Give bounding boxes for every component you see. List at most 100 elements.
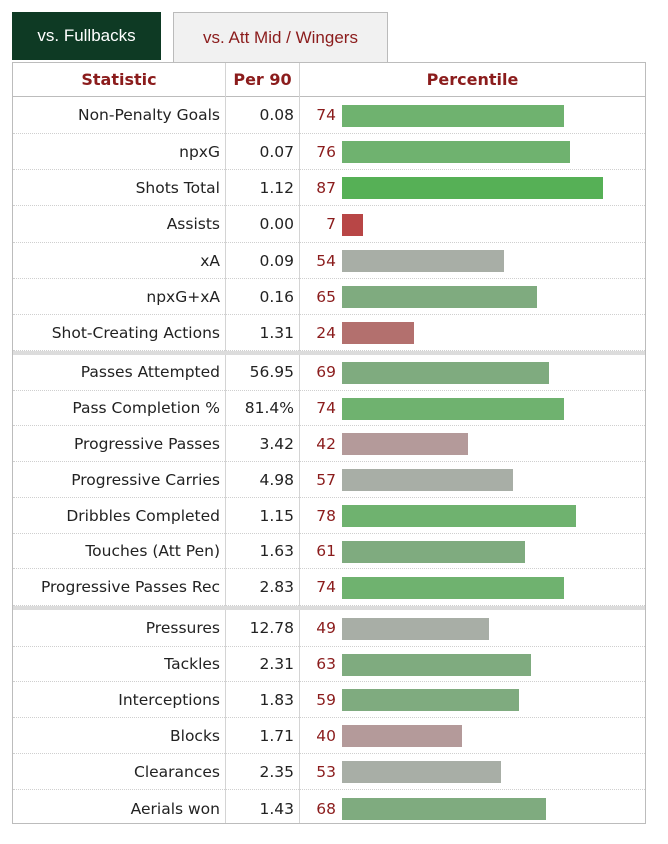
percentile-value: 65 <box>316 287 336 306</box>
per90-value: 1.63 <box>259 542 294 560</box>
tab-vs-att-mid-wingers[interactable]: vs. Att Mid / Wingers <box>173 12 388 62</box>
per90-value: 1.43 <box>259 799 294 818</box>
stat-label: Clearances <box>134 762 220 781</box>
percentile-bar <box>342 725 462 747</box>
stat-label: Progressive Carries <box>71 470 220 489</box>
per90-value: 2.35 <box>259 762 294 781</box>
table-header: Statistic Per 90 Percentile <box>13 63 645 97</box>
column-header-per90[interactable]: Per 90 <box>233 70 292 89</box>
stat-label: Progressive Passes Rec <box>40 578 220 596</box>
per90-value: 1.31 <box>259 323 294 342</box>
percentile-value: 74 <box>316 399 336 417</box>
stat-label: Non-Penalty Goals <box>77 106 220 124</box>
stat-label: xA <box>200 251 220 270</box>
per90-value: 1.71 <box>259 726 294 745</box>
percentile-value: 74 <box>316 106 336 124</box>
stat-label: Shot-Creating Actions <box>51 323 220 342</box>
percentile-bar <box>342 141 570 163</box>
per90-value: 0.08 <box>259 106 294 124</box>
stat-label: Tackles <box>164 655 220 673</box>
stat-label: Interceptions <box>118 690 220 709</box>
percentile-value: 76 <box>316 142 336 161</box>
table-row: npxG+xA 0.16 65 <box>13 279 645 315</box>
table-row: xA 0.09 54 <box>13 243 645 279</box>
stat-label: Pass Completion % <box>72 399 220 417</box>
table-row: npxG 0.07 76 <box>13 134 645 170</box>
percentile-bar <box>342 577 564 599</box>
percentile-bar <box>342 286 537 308</box>
percentile-value: 42 <box>316 434 336 453</box>
table-row: Touches (Att Pen) 1.63 61 <box>13 534 645 569</box>
per90-value: 0.00 <box>259 215 294 233</box>
per90-value: 1.83 <box>259 690 294 709</box>
group-separator <box>13 351 645 355</box>
table-row: Tackles 2.31 63 <box>13 647 645 682</box>
percentile-value: 59 <box>316 690 336 709</box>
stat-label: Aerials won <box>130 799 220 818</box>
percentile-value: 87 <box>316 178 336 197</box>
percentile-bar <box>342 177 603 199</box>
column-header-statistic[interactable]: Statistic <box>81 70 157 89</box>
table-row: Shot-Creating Actions 1.31 24 <box>13 315 645 351</box>
stat-label: npxG <box>179 142 220 161</box>
percentile-value: 40 <box>316 726 336 745</box>
percentile-value: 69 <box>316 363 336 381</box>
percentile-bar <box>342 798 546 820</box>
percentile-bar <box>342 250 504 272</box>
percentile-bar <box>342 654 531 676</box>
per90-value: 4.98 <box>259 470 294 489</box>
table-row: Assists 0.00 7 <box>13 206 645 243</box>
per90-value: 0.09 <box>259 251 294 270</box>
percentile-value: 78 <box>316 506 336 525</box>
percentile-bar <box>342 322 414 344</box>
stat-label: Touches (Att Pen) <box>85 542 220 560</box>
column-divider <box>225 63 226 823</box>
per90-value: 56.95 <box>249 363 294 381</box>
stat-label: Progressive Passes <box>73 434 220 453</box>
percentile-bar <box>342 689 519 711</box>
percentile-bar <box>342 398 564 420</box>
per90-value: 2.31 <box>259 655 294 673</box>
percentile-value: 57 <box>316 470 336 489</box>
stat-label: Pressures <box>145 619 220 637</box>
percentile-bar <box>342 469 513 491</box>
percentile-bar <box>342 505 576 527</box>
percentile-value: 7 <box>326 215 336 233</box>
stat-label: Dribbles Completed <box>66 506 220 525</box>
percentile-bar <box>342 433 468 455</box>
table-row: Aerials won 1.43 68 <box>13 790 645 827</box>
table-row: Shots Total 1.12 87 <box>13 170 645 206</box>
group-separator <box>13 606 645 610</box>
table-row: Progressive Carries 4.98 57 <box>13 462 645 498</box>
stat-label: Shots Total <box>135 178 220 197</box>
percentile-value: 54 <box>316 251 336 270</box>
table-row: Interceptions 1.83 59 <box>13 682 645 718</box>
percentile-bar <box>342 618 489 640</box>
percentile-value: 24 <box>316 323 336 342</box>
table-row: Pressures 12.78 49 <box>13 610 645 647</box>
percentile-bar <box>342 362 549 384</box>
stat-label: Passes Attempted <box>80 363 220 381</box>
table-row: Blocks 1.71 40 <box>13 718 645 754</box>
percentile-bar <box>342 541 525 563</box>
percentile-value: 74 <box>316 578 336 596</box>
table-row: Dribbles Completed 1.15 78 <box>13 498 645 534</box>
stat-label: Blocks <box>170 726 220 745</box>
per90-value: 2.83 <box>259 578 294 596</box>
percentile-value: 53 <box>316 762 336 781</box>
stat-label: Assists <box>166 215 220 233</box>
percentile-value: 61 <box>316 542 336 560</box>
percentile-value: 68 <box>316 799 336 818</box>
column-divider <box>299 63 300 823</box>
percentile-bar <box>342 105 564 127</box>
tab-vs-fullbacks[interactable]: vs. Fullbacks <box>12 12 161 60</box>
table-row: Clearances 2.35 53 <box>13 754 645 790</box>
table-row: Progressive Passes Rec 2.83 74 <box>13 569 645 606</box>
per90-value: 1.12 <box>259 178 294 197</box>
per90-value: 1.15 <box>259 506 294 525</box>
per90-value: 3.42 <box>259 434 294 453</box>
column-header-percentile[interactable]: Percentile <box>426 70 519 89</box>
per90-value: 0.07 <box>259 142 294 161</box>
table-row: Progressive Passes 3.42 42 <box>13 426 645 462</box>
percentile-bar <box>342 761 501 783</box>
